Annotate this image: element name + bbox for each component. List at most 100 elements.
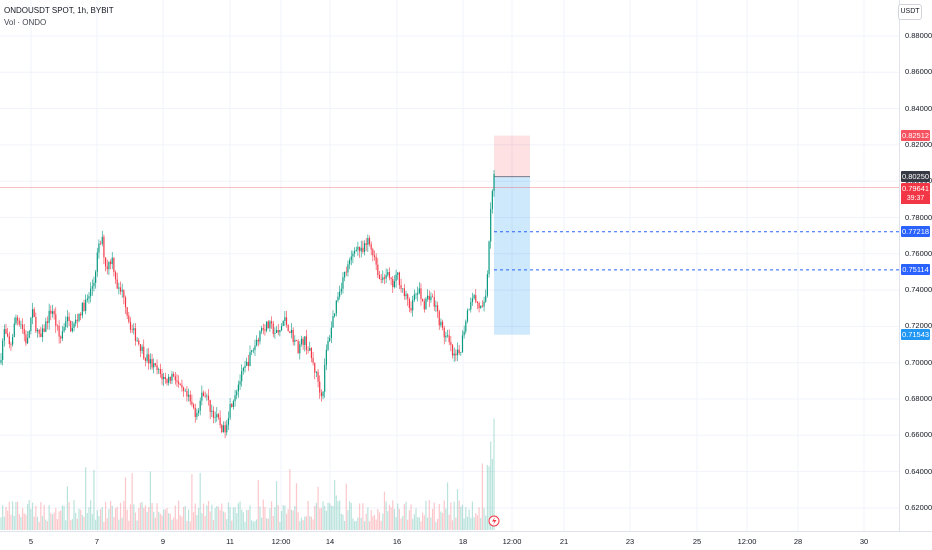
time-tick: 25 <box>692 537 702 546</box>
volume-bar <box>234 507 236 530</box>
volume-bar <box>95 519 97 530</box>
volume-bar <box>325 510 327 530</box>
volume-bar <box>143 507 145 530</box>
volume-bar <box>28 500 30 530</box>
volume-bar <box>7 510 9 530</box>
volume-bar <box>60 510 62 530</box>
volume-bar <box>438 503 440 530</box>
volume-bar <box>71 519 73 530</box>
volume-bar <box>453 501 455 530</box>
volume-bar <box>254 520 256 530</box>
candle-body <box>310 348 313 359</box>
candle-body <box>8 336 10 345</box>
volume-bar <box>184 505 186 530</box>
price-tick: 0.72000 <box>905 321 932 331</box>
volume-bar <box>15 502 17 530</box>
volume-bar <box>382 513 384 530</box>
volume-bar <box>239 501 241 530</box>
candle-body <box>35 317 37 332</box>
volume-bar <box>26 503 29 530</box>
candle-body <box>197 410 200 414</box>
volume-bar <box>441 513 444 530</box>
candle-body <box>93 282 95 287</box>
time-tick: 18 <box>458 537 468 546</box>
volume-bar <box>41 516 44 530</box>
candle-body <box>355 249 357 252</box>
candle-body <box>199 400 201 411</box>
volume-bar <box>340 513 342 530</box>
candle-body <box>70 320 72 332</box>
candle-body <box>171 373 173 381</box>
currency-button[interactable]: USDT <box>898 4 922 20</box>
volume-bar <box>471 501 474 530</box>
candlestick-series <box>0 169 495 439</box>
candle-body <box>340 288 342 292</box>
volume-bar <box>242 512 244 530</box>
volume-bar <box>204 516 206 530</box>
candle-body <box>55 314 57 326</box>
volume-bar <box>33 516 35 530</box>
volume-bar <box>357 517 359 530</box>
candle-body <box>41 328 44 337</box>
volume-bar <box>224 512 226 530</box>
price-tick: 0.66000 <box>905 430 932 440</box>
lightning-icon[interactable] <box>488 515 500 527</box>
volume-bar <box>206 505 208 530</box>
candle-body <box>66 316 68 322</box>
volume-bar <box>256 519 258 530</box>
volume-bar <box>78 508 80 530</box>
volume-bar <box>451 520 454 530</box>
volume-bar <box>128 520 130 530</box>
candle-body <box>186 390 188 397</box>
candle-body <box>441 321 444 328</box>
candle-body <box>327 341 329 350</box>
volume-bar <box>30 508 32 530</box>
candle-body <box>65 321 67 328</box>
volume-bar <box>48 505 50 530</box>
candle-body <box>126 307 128 316</box>
candle-body <box>320 392 322 397</box>
candle-body <box>451 344 454 356</box>
candle-body <box>51 311 54 314</box>
candle-body <box>217 414 220 418</box>
volume-bar <box>335 495 337 530</box>
candle-body <box>428 295 430 300</box>
volume-bar <box>425 500 427 530</box>
candle-body <box>183 387 185 391</box>
volume-bar <box>0 517 2 530</box>
volume-bar <box>56 519 59 530</box>
volume-bar <box>408 510 410 530</box>
volume-bar <box>179 515 181 530</box>
candle-body <box>244 365 246 369</box>
symbol-title[interactable]: ONDOUSDT SPOT, 1h, BYBIT <box>4 6 114 15</box>
volume-bar <box>435 521 437 530</box>
volume-bar <box>428 500 430 530</box>
volume-bar <box>134 512 137 530</box>
candle-body <box>425 298 427 310</box>
price-tick: 0.68000 <box>905 394 932 403</box>
candle-body <box>378 275 381 280</box>
volume-bar <box>36 516 39 530</box>
volume-bar <box>3 516 5 530</box>
volume-legend[interactable]: Vol · ONDO <box>4 18 47 27</box>
candle-body <box>158 369 160 370</box>
candle-body <box>123 290 125 298</box>
volume-bar <box>446 482 449 530</box>
volume-bar <box>211 504 213 530</box>
volume-bar <box>344 520 346 530</box>
volume-bar <box>358 503 361 530</box>
volume-bar <box>61 505 64 530</box>
volume-bar <box>104 502 107 530</box>
volume-bar <box>275 481 278 530</box>
volume-bar <box>257 480 259 530</box>
volume-bar <box>430 517 432 530</box>
candle-body <box>241 371 243 382</box>
volume-bar <box>68 502 70 530</box>
volume-bar <box>70 520 72 530</box>
candle-body <box>322 391 324 397</box>
short-position-tool[interactable] <box>494 135 530 335</box>
candle-body <box>456 349 459 356</box>
volume-bar <box>465 507 467 530</box>
candle-body <box>458 349 460 354</box>
